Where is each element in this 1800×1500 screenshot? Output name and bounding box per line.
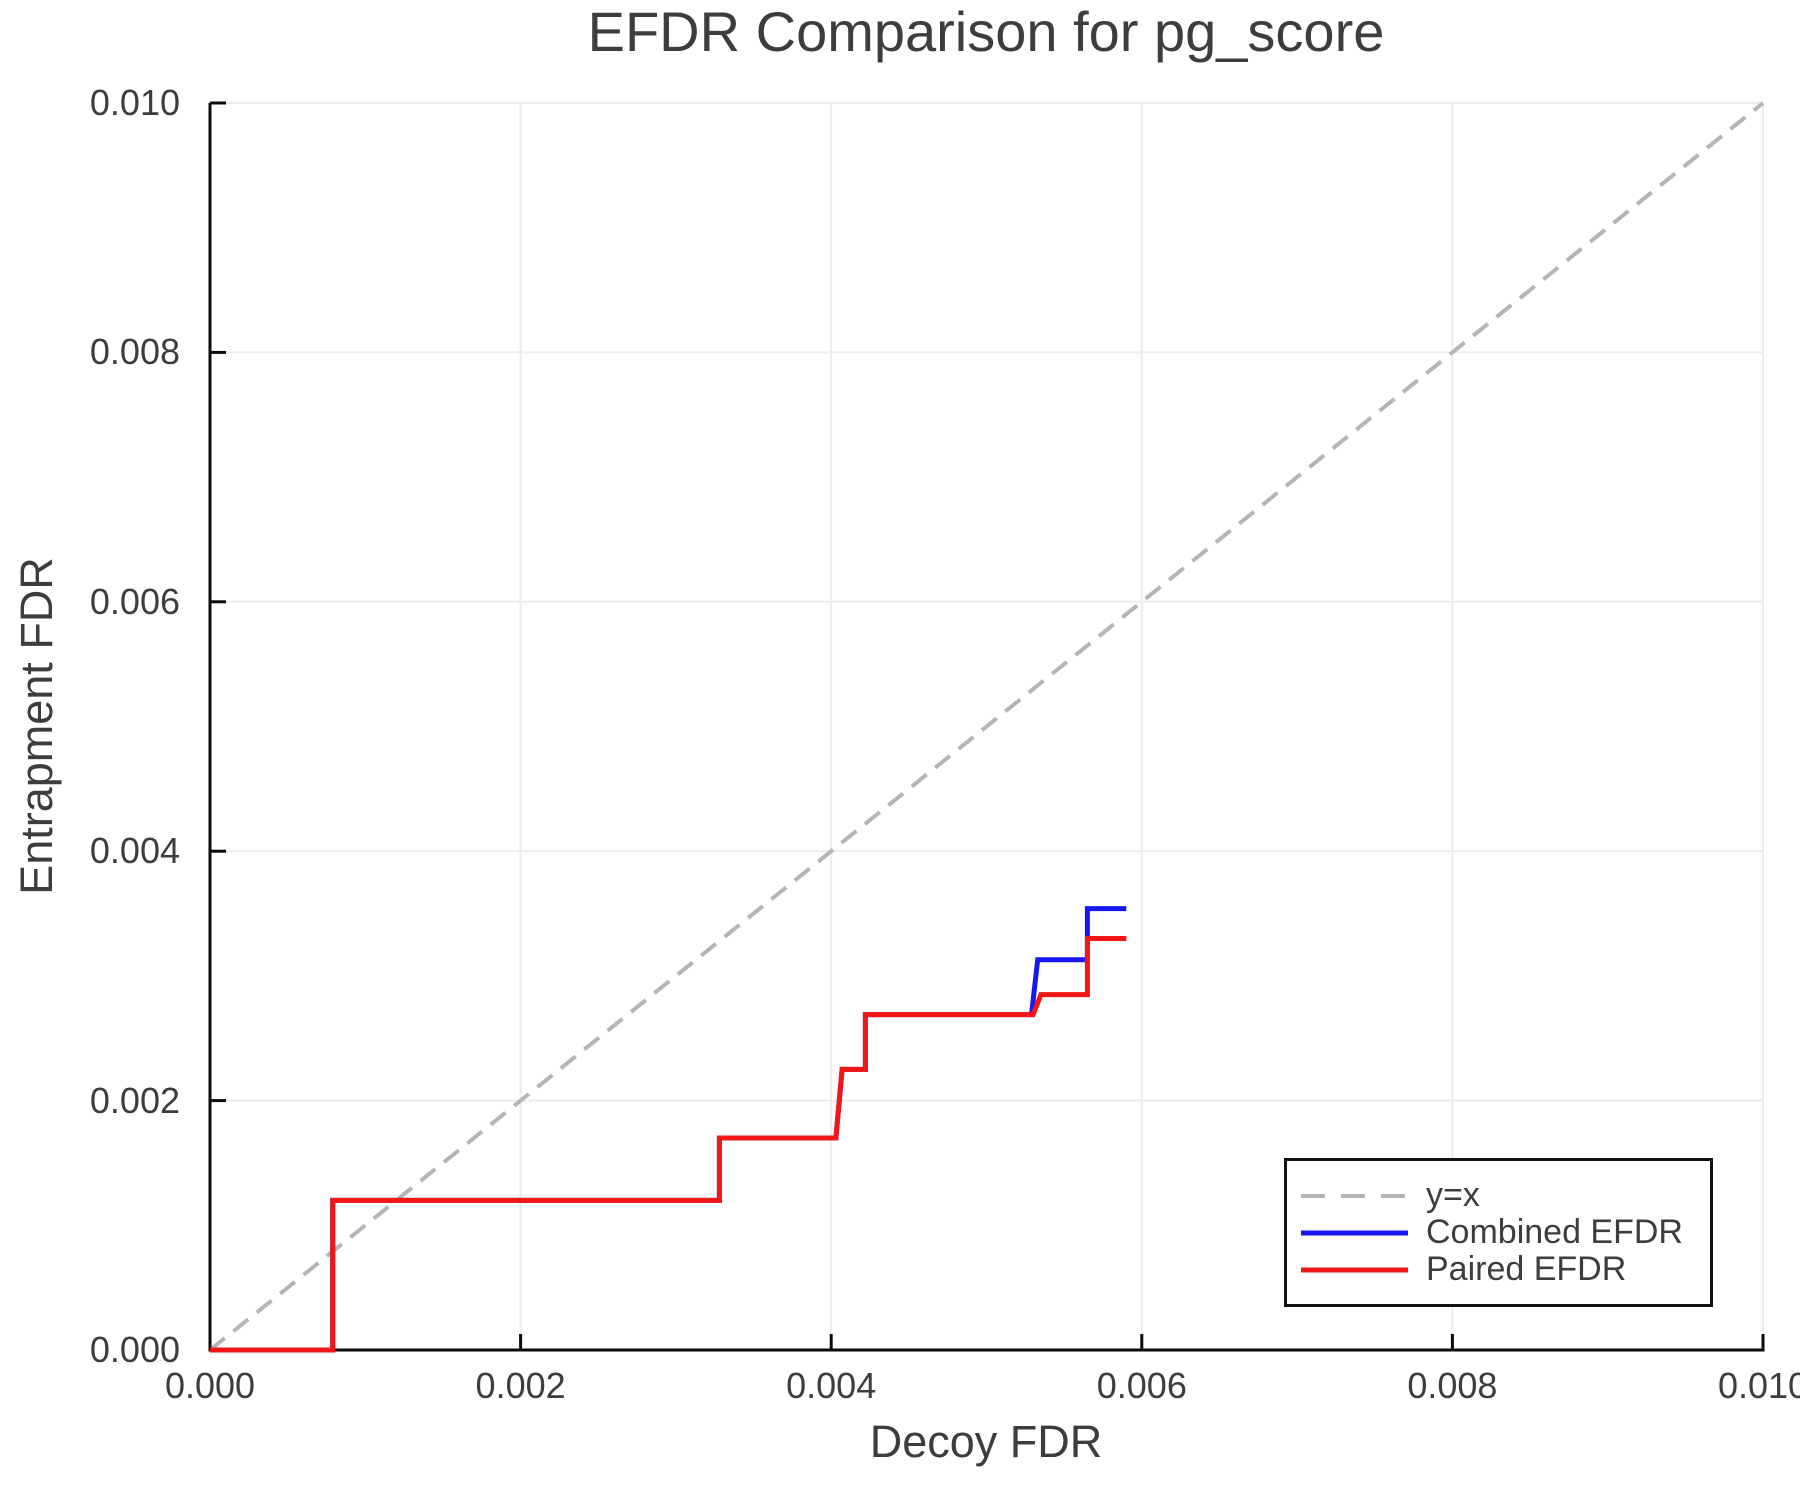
x-tick-label: 0.010: [1717, 1365, 1800, 1406]
y-axis-label: Entrapment FDR: [11, 557, 62, 895]
series-combined-efdr: [210, 906, 1127, 1353]
legend-label-paired: Paired EFDR: [1426, 1250, 1627, 1288]
x-tick-label: 0.004: [786, 1365, 877, 1406]
reference-line-y-equals-x: [208, 101, 1765, 1352]
paired-line-sample-icon: [1301, 1267, 1408, 1272]
series-paired-efdr: [210, 936, 1127, 1353]
y-tick-label: 0.000: [89, 1329, 180, 1370]
x-tick-label: 0.008: [1407, 1365, 1498, 1406]
legend: y=x Combined EFDR Paired EFDR: [1284, 1158, 1713, 1307]
y-tick-label: 0.002: [89, 1079, 180, 1121]
y-tick-label: 0.008: [89, 331, 180, 373]
y-tick-label: 0.010: [89, 82, 180, 123]
legend-row-paired: Paired EFDR: [1287, 1250, 1710, 1288]
x-tick-label: 0.000: [164, 1365, 256, 1406]
chart-title: EFDR Comparison for pg_score: [587, 0, 1385, 63]
y-tick-label: 0.006: [89, 580, 180, 622]
reference-line-sample-icon: [1301, 1193, 1408, 1198]
x-tick-label: 0.002: [475, 1365, 566, 1406]
combined-line-sample-icon: [1301, 1230, 1408, 1235]
x-axis-label: Decoy FDR: [869, 1416, 1103, 1467]
legend-row-reference: y=x: [1287, 1176, 1710, 1214]
legend-label-combined: Combined EFDR: [1426, 1213, 1683, 1251]
y-tick-label: 0.004: [89, 830, 180, 872]
legend-label-reference: y=x: [1426, 1176, 1480, 1214]
legend-row-combined: Combined EFDR: [1287, 1213, 1710, 1251]
x-tick-label: 0.006: [1096, 1365, 1187, 1406]
